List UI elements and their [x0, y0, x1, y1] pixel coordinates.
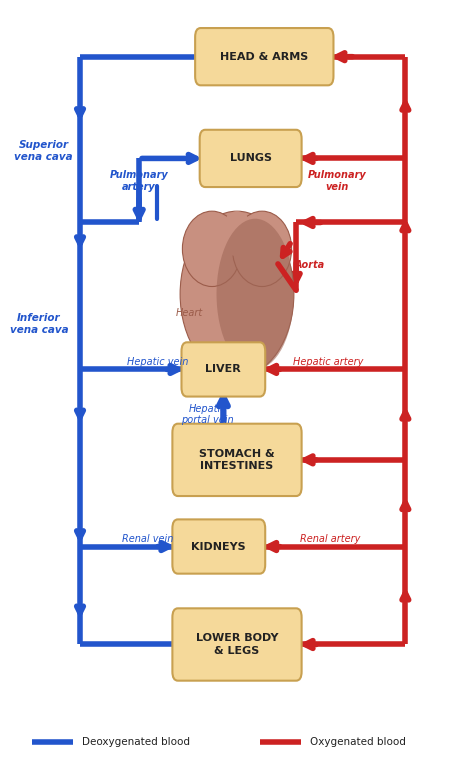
Ellipse shape — [182, 211, 242, 287]
Text: LIVER: LIVER — [205, 365, 241, 375]
Text: LUNGS: LUNGS — [229, 153, 272, 164]
FancyBboxPatch shape — [173, 608, 301, 681]
Ellipse shape — [180, 211, 294, 377]
Text: KIDNEYS: KIDNEYS — [191, 541, 246, 551]
Text: Hepatic artery: Hepatic artery — [293, 357, 363, 367]
Text: LOWER BODY
& LEGS: LOWER BODY & LEGS — [196, 634, 278, 656]
Text: STOMACH &
INTESTINES: STOMACH & INTESTINES — [199, 448, 275, 471]
Text: Hepatic vein: Hepatic vein — [127, 357, 188, 367]
Text: Aorta: Aorta — [295, 261, 325, 271]
FancyBboxPatch shape — [182, 342, 265, 397]
Text: Inferior
vena cava: Inferior vena cava — [10, 314, 68, 335]
Text: Hepatic
portal vein: Hepatic portal vein — [181, 404, 234, 425]
Text: Renal artery: Renal artery — [300, 534, 360, 544]
Ellipse shape — [217, 218, 294, 369]
Ellipse shape — [232, 211, 292, 287]
Text: Pulmonary
vein: Pulmonary vein — [308, 170, 366, 191]
FancyBboxPatch shape — [195, 28, 334, 85]
Text: HEAD & ARMS: HEAD & ARMS — [220, 52, 309, 62]
Text: Pulmonary
artery: Pulmonary artery — [110, 170, 169, 191]
Text: Renal vein: Renal vein — [122, 534, 173, 544]
FancyBboxPatch shape — [173, 519, 265, 574]
Text: Oxygenated blood: Oxygenated blood — [310, 737, 406, 747]
Text: Deoxygenated blood: Deoxygenated blood — [82, 737, 190, 747]
Text: Superior
vena cava: Superior vena cava — [14, 140, 73, 161]
FancyBboxPatch shape — [173, 424, 301, 496]
Ellipse shape — [221, 211, 253, 256]
FancyBboxPatch shape — [200, 130, 301, 187]
Text: Heart: Heart — [175, 308, 203, 318]
